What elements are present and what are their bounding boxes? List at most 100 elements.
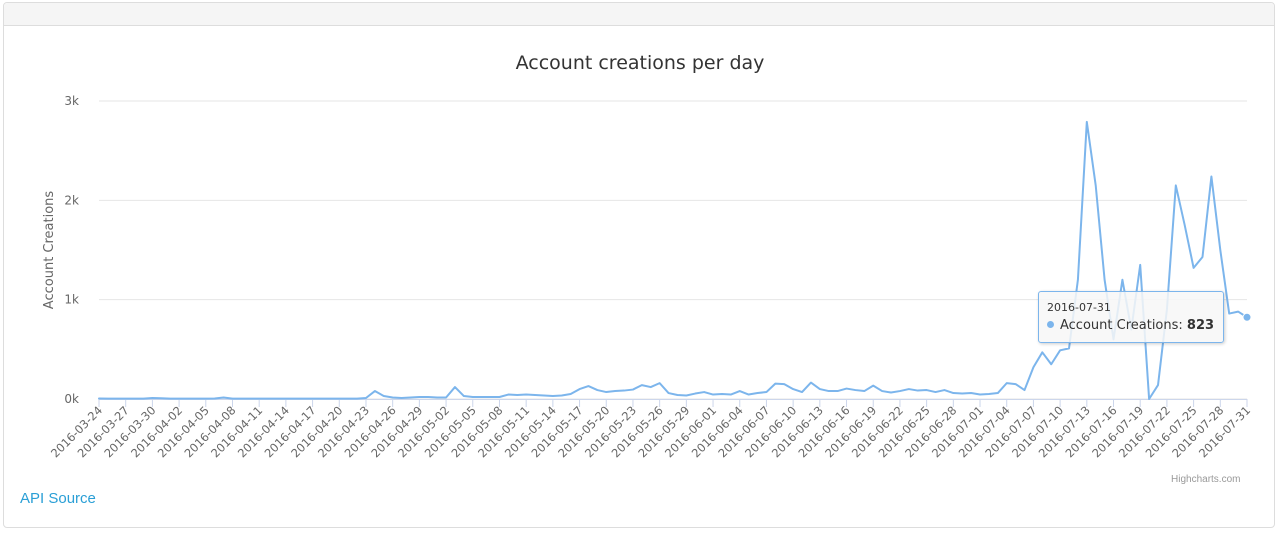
data-point[interactable]	[736, 387, 744, 395]
data-point[interactable]	[834, 387, 842, 395]
data-point[interactable]	[620, 387, 628, 395]
data-point[interactable]	[300, 395, 308, 403]
data-point[interactable]	[228, 395, 236, 403]
data-point[interactable]	[825, 387, 833, 395]
data-point[interactable]	[460, 392, 468, 400]
data-point[interactable]	[727, 391, 735, 399]
data-point[interactable]	[682, 392, 690, 400]
data-point[interactable]	[896, 387, 904, 395]
data-point[interactable]	[389, 394, 397, 402]
api-source-link[interactable]: API Source	[20, 490, 96, 507]
data-point[interactable]	[638, 381, 646, 389]
data-point[interactable]	[1074, 276, 1082, 284]
data-point[interactable]	[433, 394, 441, 402]
data-point[interactable]	[317, 395, 325, 403]
data-point[interactable]	[745, 391, 753, 399]
data-point[interactable]	[424, 393, 432, 401]
data-point[interactable]	[700, 388, 708, 396]
data-point[interactable]	[1234, 308, 1242, 316]
data-point[interactable]	[958, 390, 966, 398]
data-point[interactable]	[113, 395, 121, 403]
data-point[interactable]	[326, 395, 334, 403]
data-point[interactable]	[807, 379, 815, 387]
data-point[interactable]	[549, 392, 557, 400]
data-point[interactable]	[789, 385, 797, 393]
data-point[interactable]	[344, 395, 352, 403]
data-point[interactable]	[504, 391, 512, 399]
data-point[interactable]	[220, 394, 228, 402]
data-point[interactable]	[148, 394, 156, 402]
data-point[interactable]	[282, 395, 290, 403]
data-point[interactable]	[718, 390, 726, 398]
data-point[interactable]	[469, 393, 477, 401]
data-point[interactable]	[1101, 276, 1109, 284]
data-point[interactable]	[754, 389, 762, 397]
data-point[interactable]	[1056, 346, 1064, 354]
data-point[interactable]	[558, 392, 566, 400]
data-point[interactable]	[95, 395, 103, 403]
data-point[interactable]	[1047, 360, 1055, 368]
data-point[interactable]	[1012, 380, 1020, 388]
data-point[interactable]	[771, 380, 779, 388]
data-point[interactable]	[175, 395, 183, 403]
data-point[interactable]	[1021, 386, 1029, 394]
data-point[interactable]	[1216, 246, 1224, 254]
data-point[interactable]	[1181, 221, 1189, 229]
data-point[interactable]	[932, 388, 940, 396]
data-point[interactable]	[122, 395, 130, 403]
data-point[interactable]	[1225, 310, 1233, 318]
data-point[interactable]	[415, 393, 423, 401]
data-point[interactable]	[255, 395, 263, 403]
data-point[interactable]	[1207, 172, 1215, 180]
data-point[interactable]	[665, 389, 673, 397]
data-point[interactable]	[1038, 348, 1046, 356]
data-point[interactable]	[843, 385, 851, 393]
data-point[interactable]	[602, 388, 610, 396]
data-point[interactable]	[1092, 181, 1100, 189]
data-point[interactable]	[513, 391, 521, 399]
data-point[interactable]	[647, 383, 655, 391]
data-point[interactable]	[193, 395, 201, 403]
data-point[interactable]	[1003, 379, 1011, 387]
data-point[interactable]	[131, 395, 139, 403]
data-point[interactable]	[576, 385, 584, 393]
data-point[interactable]	[478, 393, 486, 401]
data-point[interactable]	[1145, 395, 1153, 403]
data-point[interactable]	[1136, 261, 1144, 269]
data-point[interactable]	[309, 395, 317, 403]
data-point[interactable]	[1190, 264, 1198, 272]
data-point[interactable]	[994, 389, 1002, 397]
data-point[interactable]	[371, 387, 379, 395]
data-point[interactable]	[905, 385, 913, 393]
data-point[interactable]	[593, 386, 601, 394]
data-point[interactable]	[673, 391, 681, 399]
data-point[interactable]	[816, 385, 824, 393]
data-point[interactable]	[869, 382, 877, 390]
data-point[interactable]	[139, 395, 147, 403]
data-point[interactable]	[976, 391, 984, 399]
data-point[interactable]	[442, 394, 450, 402]
data-point[interactable]	[211, 395, 219, 403]
highcharts-credits[interactable]: Highcharts.com	[1171, 474, 1241, 485]
data-point[interactable]	[353, 395, 361, 403]
data-point[interactable]	[611, 387, 619, 395]
data-point[interactable]	[522, 391, 530, 399]
data-point[interactable]	[1029, 363, 1037, 371]
data-point[interactable]	[780, 380, 788, 388]
data-point[interactable]	[656, 379, 664, 387]
data-point[interactable]	[1199, 253, 1207, 261]
data-point[interactable]	[362, 394, 370, 402]
data-point[interactable]	[264, 395, 272, 403]
data-point[interactable]	[887, 389, 895, 397]
data-point[interactable]	[567, 390, 575, 398]
data-point[interactable]	[985, 390, 993, 398]
data-point[interactable]	[237, 395, 245, 403]
data-point[interactable]	[273, 395, 281, 403]
data-point[interactable]	[104, 395, 112, 403]
data-point[interactable]	[495, 393, 503, 401]
data-point[interactable]	[798, 388, 806, 396]
data-point[interactable]	[940, 386, 948, 394]
data-point[interactable]	[1154, 381, 1162, 389]
data-point[interactable]	[762, 388, 770, 396]
data-point[interactable]	[860, 387, 868, 395]
